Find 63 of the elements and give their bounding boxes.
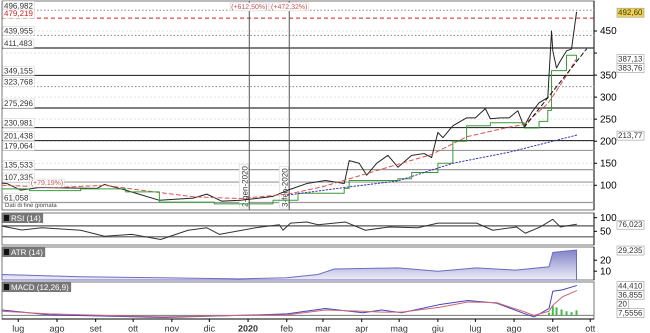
y-tick-label: 50 (600, 226, 612, 238)
bar (556, 307, 558, 316)
bar (548, 312, 550, 316)
x-tick-label: ago (49, 323, 64, 333)
y-tick-label: 100 (600, 180, 618, 192)
ref-line-label: 479,219 (4, 9, 34, 18)
text: 76,023 (618, 220, 644, 230)
x-tick-label: lug (12, 323, 24, 333)
ref-line-label: 135,533 (4, 160, 34, 170)
ref-line-label: 107,335 (4, 173, 34, 182)
x-tick-label: ott (585, 323, 596, 333)
text: 213,77 (618, 131, 644, 140)
bar (552, 306, 554, 316)
x-tick-label: mar (315, 323, 331, 333)
text: 7,5556 (618, 308, 644, 318)
y-tick-label: 10 (600, 266, 612, 278)
y-tick-label: 450 (600, 26, 618, 38)
x-tick-label: lug (469, 323, 482, 333)
y-tick-label: 300 (600, 92, 618, 104)
text: 383,76 (618, 64, 644, 73)
text: 36,855 (618, 290, 644, 300)
text: 44,410 (618, 282, 644, 291)
line-series (288, 134, 578, 196)
y-tick-label: 250 (600, 114, 618, 126)
text: 20 (618, 300, 628, 309)
x-tick-label: giu (432, 323, 444, 333)
chart-title: MACD (12,26,9) (11, 283, 70, 292)
x-tick-label: nov (164, 323, 180, 333)
text: 29,235 (618, 246, 644, 256)
x-tick-label: dic (204, 323, 216, 333)
text: 492,60 (618, 8, 644, 18)
x-tick-label: ago (506, 323, 522, 333)
ref-line-label: 439,955 (4, 26, 34, 36)
x-tick-label: feb (280, 323, 294, 333)
x-tick-label: mag (390, 323, 408, 333)
bar (576, 310, 578, 316)
x-tick-label: 2020 (238, 323, 258, 333)
ref-line-label: 275,296 (4, 99, 34, 108)
chart-title: RSI (14) (11, 214, 42, 223)
bar (566, 311, 568, 316)
bar (560, 309, 563, 316)
ref-line-label: 201,438 (4, 132, 34, 141)
chart-title: ATR (14) (11, 248, 44, 257)
bar (570, 312, 573, 316)
x-tick-label: set (90, 323, 102, 333)
y-tick-label: 20 (600, 255, 612, 266)
ref-line-label: 3-feb-2020 (280, 168, 290, 207)
x-tick-label: ott (128, 323, 139, 333)
ref-line-label: 349,155 (4, 66, 34, 76)
text: 387,13 (618, 54, 644, 64)
y-tick-label: 350 (600, 70, 618, 82)
ref-line-label: 61,058 (4, 193, 30, 202)
x-tick-label: set (546, 323, 560, 333)
ref-line-label: 2-gen-2020 (240, 166, 250, 207)
ref-line-label: 496,982 (4, 1, 34, 10)
y-tick-label: 150 (600, 158, 618, 170)
ref-line-label: 323,768 (4, 78, 34, 87)
ref-line-label: 411,483 (4, 38, 33, 48)
ref-line-label: 179,064 (4, 141, 34, 150)
x-tick-label: apr (355, 323, 368, 333)
y-tick-label: 200 (600, 136, 618, 148)
ref-line-label: 230,981 (4, 118, 34, 128)
y-tick-label: 100 (600, 212, 618, 224)
